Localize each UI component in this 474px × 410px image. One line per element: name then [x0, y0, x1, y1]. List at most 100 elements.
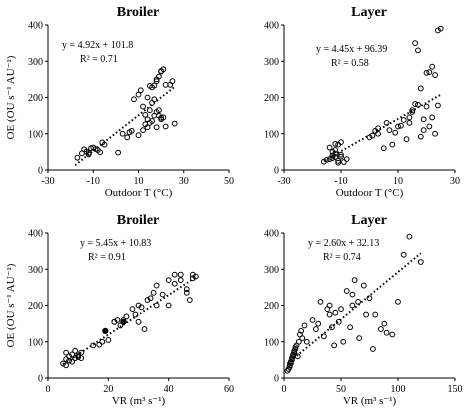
- data-point: [298, 327, 305, 334]
- r-squared-label: R² = 0.91: [88, 252, 126, 263]
- data-point: [153, 76, 160, 83]
- data-point: [289, 356, 295, 363]
- y-tick-label: 200: [28, 301, 43, 312]
- data-point: [147, 295, 154, 302]
- data-point: [111, 318, 118, 325]
- layer-ventilation-panel: Layer 0 100 200 300 400 0 50 100 150 VR (m³ s⁻¹) y …: [264, 213, 463, 407]
- x-tick-label: -10: [87, 176, 100, 187]
- data-point: [435, 102, 441, 109]
- data-point: [332, 147, 339, 153]
- data-point: [349, 291, 356, 298]
- data-point: [63, 362, 69, 369]
- data-point: [149, 84, 155, 91]
- data-point: [153, 302, 160, 309]
- data-point: [429, 114, 436, 121]
- r-squared-label: R² = 0.58: [331, 58, 369, 69]
- data-point: [343, 156, 350, 163]
- data-point: [400, 251, 407, 258]
- data-point: [78, 355, 85, 361]
- data-point: [171, 120, 178, 127]
- x-axis-label: Outdoor T (°C): [336, 187, 404, 199]
- x-axis-label: Outdoor T (°C): [105, 187, 173, 199]
- regression-equation: y = 4.92x + 101.8: [62, 40, 133, 51]
- data-point: [189, 271, 196, 278]
- data-point: [74, 154, 81, 161]
- x-tick-label: 40: [164, 384, 174, 395]
- data-point: [335, 159, 342, 166]
- regression-equation: y = 2.60x + 32.13: [308, 238, 379, 249]
- layer-temperature-panel: Layer 0 100 200 300 400 -30 -10 10 30 Outdoor T (°…: [264, 5, 460, 199]
- y-tick-label: 100: [28, 337, 43, 348]
- broiler-ventilation-panel: Broiler 0 100 200 300 400 0 20 40 60 VR (m³ s⁻¹) OE…: [5, 213, 234, 407]
- data-point: [144, 124, 151, 131]
- data-point: [332, 141, 339, 147]
- data-point: [326, 144, 333, 151]
- data-point: [381, 320, 388, 327]
- data-point: [409, 109, 416, 115]
- data-point: [90, 342, 97, 349]
- y-tick-label: 300: [264, 265, 279, 276]
- data-point: [291, 349, 298, 356]
- x-tick-label: 0: [46, 384, 51, 395]
- data-point: [423, 69, 430, 76]
- data-point: [162, 81, 169, 88]
- data-point: [192, 273, 199, 280]
- y-tick-label: 400: [264, 21, 279, 32]
- data-point: [332, 309, 339, 316]
- data-point: [417, 85, 424, 92]
- data-point: [287, 360, 294, 367]
- data-point: [317, 298, 324, 305]
- data-point: [286, 364, 293, 371]
- data-point: [420, 127, 427, 134]
- data-point: [72, 355, 79, 361]
- data-point: [135, 302, 142, 309]
- data-point: [144, 297, 151, 303]
- data-point: [60, 360, 66, 367]
- data-point: [338, 139, 344, 145]
- data-point: [426, 123, 433, 130]
- data-point: [415, 101, 421, 108]
- x-tick-label: 60: [224, 384, 234, 395]
- x-tick-label: 10: [134, 176, 144, 187]
- data-point: [131, 96, 137, 103]
- data-point: [432, 72, 438, 78]
- data-point: [324, 306, 331, 313]
- x-tick-label: 100: [391, 384, 406, 395]
- panel-title: Layer: [351, 5, 387, 20]
- data-point: [99, 338, 106, 345]
- y-tick-label: 400: [28, 21, 43, 32]
- data-point: [85, 150, 92, 156]
- panel-title: Broiler: [117, 5, 160, 20]
- data-point: [155, 107, 162, 114]
- data-point: [321, 333, 327, 340]
- data-point: [389, 141, 396, 148]
- data-point: [142, 112, 149, 118]
- x-tick-label: 20: [103, 384, 113, 395]
- x-tick-label: 50: [224, 176, 234, 187]
- data-point: [153, 124, 160, 131]
- x-tick-label: 150: [448, 384, 463, 395]
- data-point: [335, 318, 342, 325]
- data-point: [403, 136, 410, 143]
- data-point: [412, 40, 419, 47]
- data-point-filled: [120, 318, 127, 325]
- data-point: [315, 320, 322, 327]
- data-point: [171, 271, 178, 278]
- y-tick-label: 300: [28, 265, 43, 276]
- data-point: [115, 149, 122, 156]
- data-point: [162, 123, 169, 130]
- data-point: [186, 297, 193, 303]
- data-point: [372, 311, 379, 318]
- data-point: [99, 139, 106, 146]
- data-point: [309, 317, 316, 323]
- data-point: [96, 341, 103, 348]
- data-point: [135, 318, 142, 325]
- data-point: [406, 114, 413, 121]
- data-point: [397, 122, 404, 129]
- data-point: [370, 346, 376, 352]
- data-point: [417, 133, 424, 140]
- data-point: [165, 302, 172, 309]
- trend-line: [74, 85, 176, 166]
- data-point: [326, 311, 333, 318]
- y-tick-label: 100: [28, 129, 43, 140]
